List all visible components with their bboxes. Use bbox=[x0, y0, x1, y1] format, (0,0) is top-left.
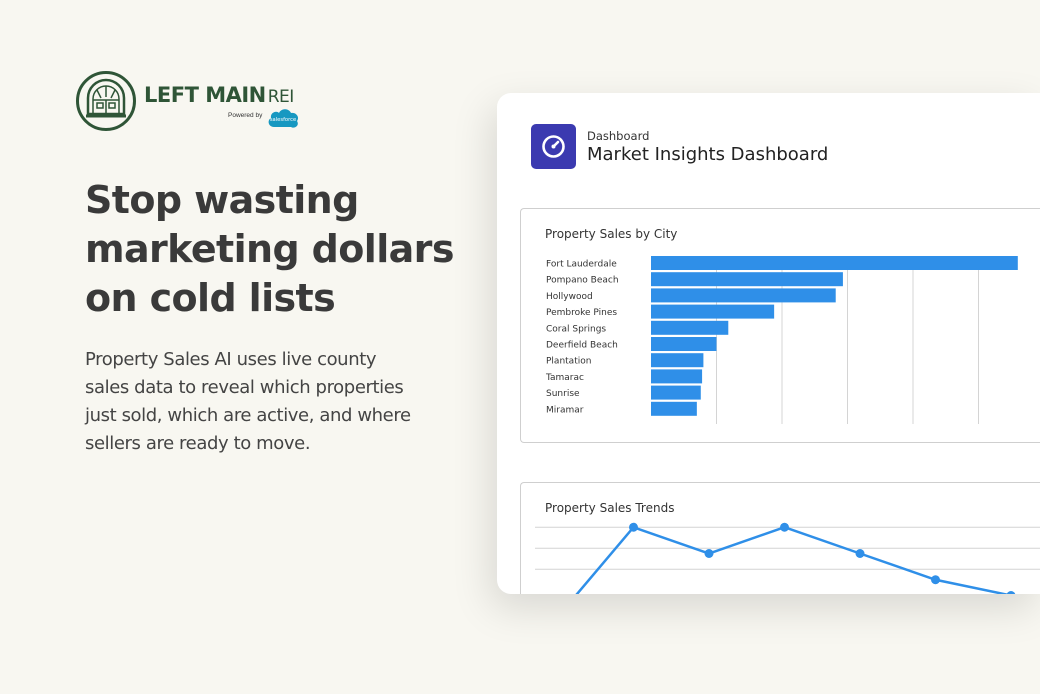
powered-by-label: Powered by bbox=[228, 112, 263, 119]
bar bbox=[651, 401, 697, 416]
dashboard-app-icon bbox=[531, 124, 576, 169]
hero-body: Property Sales AI uses live county sales… bbox=[85, 349, 411, 454]
bar bbox=[651, 256, 1018, 270]
property-sales-trends-panel: Property Sales Trends bbox=[520, 482, 1040, 594]
brand-name: LEFT MAIN REI bbox=[144, 83, 294, 107]
category-label: Tamarac bbox=[545, 373, 584, 383]
category-label: Fort Lauderdale bbox=[546, 260, 617, 270]
property-sales-by-city-chart: Fort Lauderdale Pompano Beach Hollywood Pem… bbox=[545, 256, 1018, 424]
category-label: Pembroke Pines bbox=[546, 308, 617, 318]
trend-line bbox=[575, 525, 1010, 594]
brand-logo: LEFT MAIN REI Powered by salesforce bbox=[76, 71, 316, 133]
category-label: Coral Springs bbox=[546, 324, 606, 334]
bar bbox=[651, 337, 717, 351]
data-point bbox=[1006, 591, 1016, 594]
salesforce-logo-text: salesforce bbox=[270, 117, 296, 123]
dashboard-card: Dashboard Market Insights Dashboard Prop… bbox=[497, 93, 1040, 594]
dashboard-supertitle: Dashboard bbox=[587, 129, 650, 143]
dashboard-title: Market Insights Dashboard bbox=[587, 144, 829, 165]
property-sales-by-city-panel: Property Sales by City Fort Lauderdale Po… bbox=[520, 208, 1040, 443]
category-label: Deerfield Beach bbox=[546, 341, 618, 351]
bar bbox=[651, 353, 704, 368]
property-sales-trends-chart bbox=[535, 522, 1040, 594]
bar-chart-title: Property Sales by City bbox=[545, 227, 678, 241]
bar bbox=[651, 288, 836, 303]
hero-headline: Stop wasting marketing dollars on cold l… bbox=[85, 178, 454, 320]
brand-suffix: REI bbox=[267, 87, 295, 107]
data-point bbox=[931, 575, 940, 585]
gauge-icon bbox=[542, 135, 565, 158]
bar bbox=[651, 385, 701, 400]
bar bbox=[651, 369, 703, 384]
bar bbox=[651, 272, 843, 287]
category-label: Sunrise bbox=[546, 389, 580, 399]
category-label: Pompano Beach bbox=[546, 276, 619, 286]
line-chart-title: Property Sales Trends bbox=[545, 501, 675, 515]
brand-emblem-icon bbox=[76, 71, 136, 131]
bar bbox=[651, 304, 775, 319]
category-label: Miramar bbox=[546, 405, 584, 415]
data-point bbox=[629, 522, 638, 532]
salesforce-cloud-icon: salesforce bbox=[268, 109, 299, 128]
data-point bbox=[780, 522, 789, 532]
category-label: Plantation bbox=[546, 357, 591, 367]
data-point bbox=[855, 549, 865, 558]
data-point bbox=[704, 549, 714, 558]
category-label: Hollywood bbox=[546, 292, 593, 302]
bar bbox=[651, 320, 729, 335]
